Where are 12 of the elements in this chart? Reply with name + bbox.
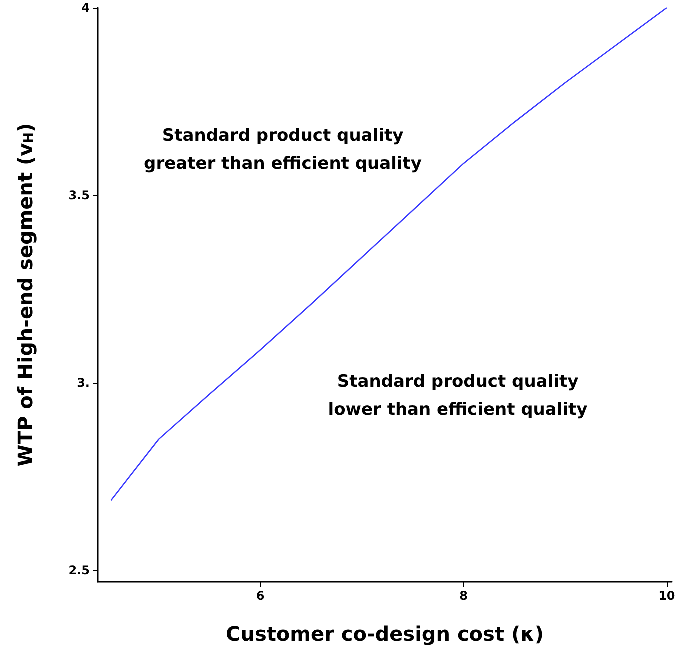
y-tick-label: 3.5 [68,188,90,203]
annotation: Standard product quality lower than efficient quality [328,372,588,420]
x-tick-label: 8 [460,589,468,603]
y-tick-label: 4 [82,1,90,15]
x-tick-label: 10 [658,589,676,603]
y-tick-label: 3. [77,376,90,390]
x-axis-title: Customer co-design cost (κ) [226,622,544,646]
x-tick-label: 6 [256,589,265,603]
line-series [110,7,668,502]
annotation: Standard product quality greater than efficient quality [144,126,422,174]
y-tick-label: 2.5 [68,564,90,578]
y-axis-title: WTP of High-end segment (vH) [14,123,38,467]
